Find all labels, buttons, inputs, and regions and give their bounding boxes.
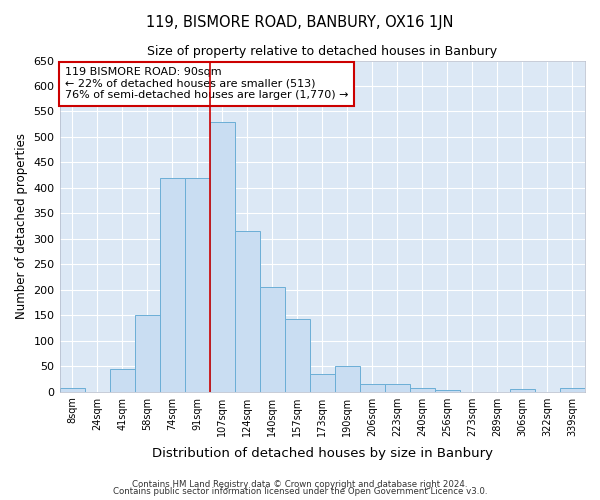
Y-axis label: Number of detached properties: Number of detached properties (15, 133, 28, 319)
Bar (410, 388, 435, 392)
Bar (134, 315, 160, 392)
Text: 119, BISMORE ROAD, BANBURY, OX16 1JN: 119, BISMORE ROAD, BANBURY, OX16 1JN (146, 15, 454, 30)
Text: 119 BISMORE ROAD: 90sqm
← 22% of detached houses are smaller (513)
76% of semi-d: 119 BISMORE ROAD: 90sqm ← 22% of detache… (65, 67, 348, 100)
Bar (185, 178, 209, 392)
Bar (260, 287, 285, 392)
Bar (435, 390, 460, 392)
Title: Size of property relative to detached houses in Banbury: Size of property relative to detached ho… (147, 45, 497, 58)
Bar (335, 366, 360, 392)
Bar (110, 368, 134, 392)
Bar (510, 389, 535, 392)
Text: Contains public sector information licensed under the Open Government Licence v3: Contains public sector information licen… (113, 487, 487, 496)
Bar (160, 178, 185, 392)
Bar (285, 319, 310, 392)
Text: Contains HM Land Registry data © Crown copyright and database right 2024.: Contains HM Land Registry data © Crown c… (132, 480, 468, 489)
X-axis label: Distribution of detached houses by size in Banbury: Distribution of detached houses by size … (152, 447, 493, 460)
Bar (235, 231, 260, 392)
Bar (59, 388, 85, 392)
Bar (360, 384, 385, 392)
Bar (209, 122, 235, 392)
Bar (560, 388, 585, 392)
Bar (385, 384, 410, 392)
Bar (310, 374, 335, 392)
